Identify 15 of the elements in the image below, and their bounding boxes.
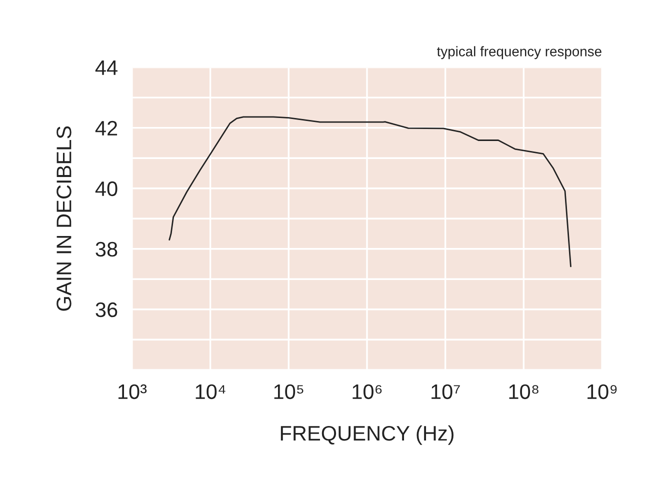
x-tick-label: 10⁶: [352, 384, 382, 400]
x-axis-title: FREQUENCY (Hz): [280, 425, 454, 445]
y-tick-label: 36: [96, 302, 118, 318]
y-tick-label: 40: [95, 181, 118, 196]
x-tick-label: 10³: [118, 384, 147, 400]
y-tick-label: 42: [95, 120, 118, 136]
y-tick-label: 44: [95, 60, 118, 75]
y-axis-title: GAIN IN DECIBELS: [56, 126, 72, 311]
y-tick-label: 38: [96, 242, 118, 257]
x-tick-label: 10⁵: [274, 384, 304, 400]
x-tick-label: 10⁸: [509, 384, 538, 400]
x-tick-label: 10⁹: [588, 384, 617, 400]
x-tick-label: 10⁴: [196, 384, 226, 400]
x-tick-label: 10⁷: [432, 384, 460, 400]
chart-title: typical frequency response: [437, 46, 602, 60]
